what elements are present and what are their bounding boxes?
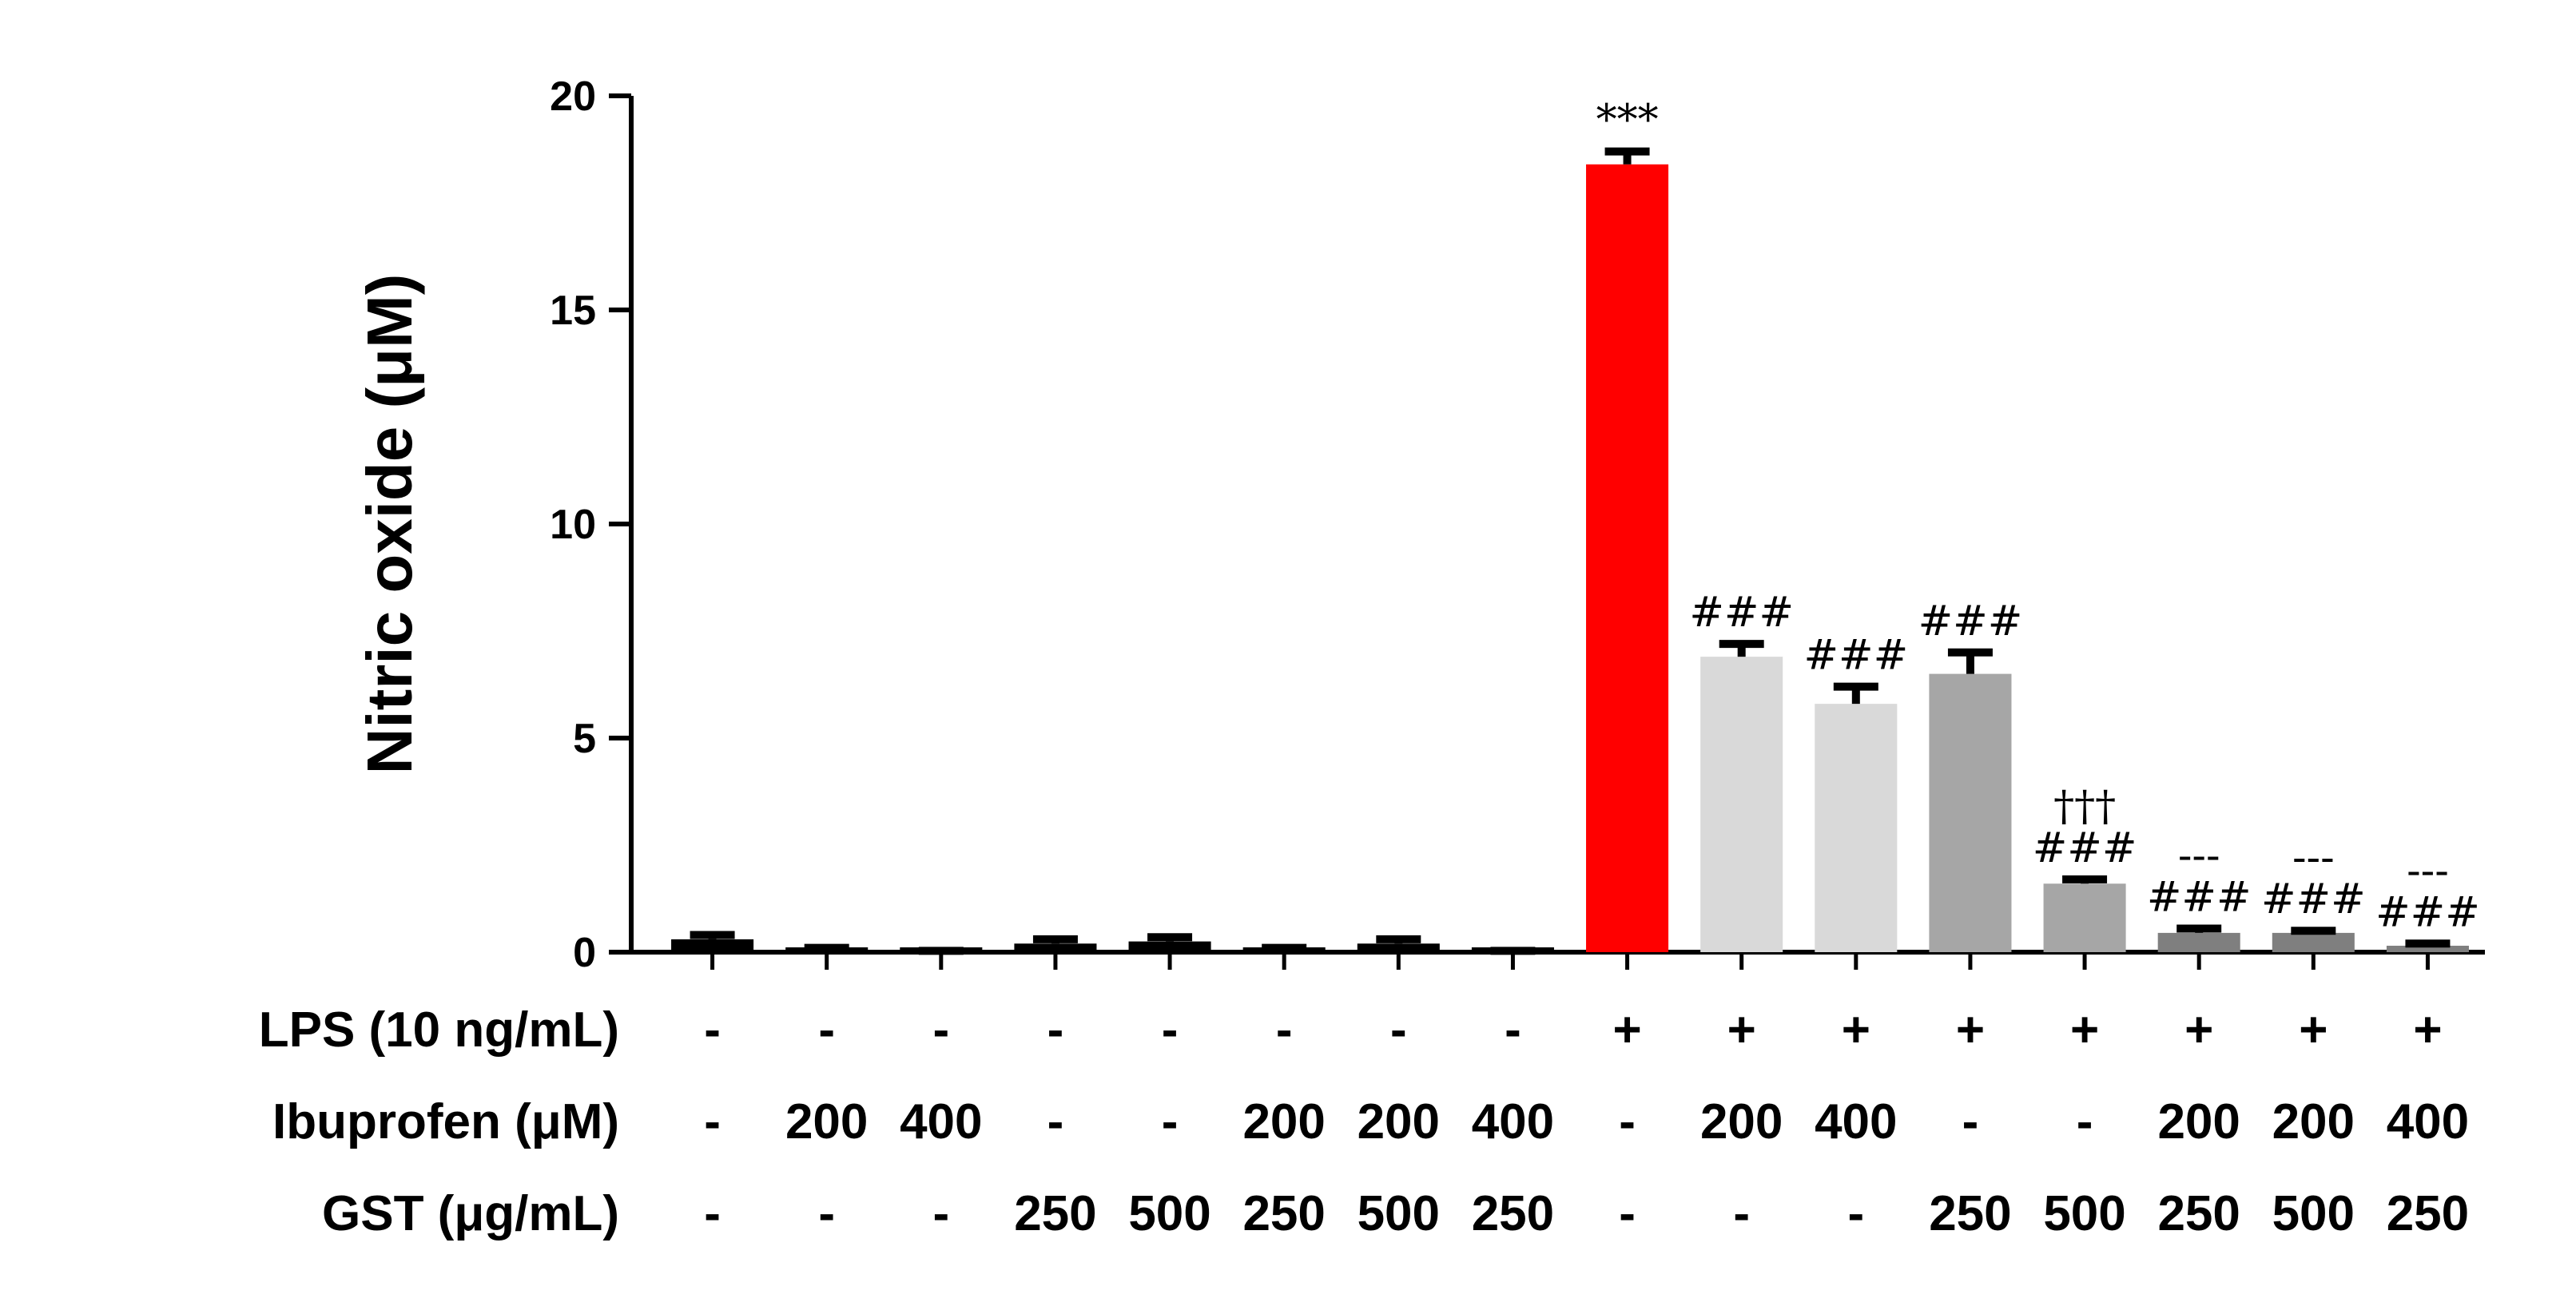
condition-row-label: LPS (10 ng/mL) (259, 1002, 619, 1058)
condition-cell: 200 (1358, 1094, 1440, 1149)
significance-annotation: ### (2261, 875, 2366, 923)
condition-cell: + (2413, 1002, 2442, 1058)
condition-cell: - (1505, 1002, 1521, 1058)
bar (671, 939, 754, 952)
bar (2272, 932, 2355, 952)
condition-cell: - (818, 1002, 835, 1058)
y-tick-label: 5 (573, 716, 596, 762)
condition-cell: - (1847, 1186, 1864, 1241)
condition-cell: 200 (2157, 1094, 2240, 1149)
significance-annotation: --- (2407, 847, 2449, 895)
condition-cell: - (932, 1186, 949, 1241)
significance-annotation: ### (2147, 874, 2252, 922)
condition-cell: - (1619, 1186, 1636, 1241)
condition-cell: 200 (1242, 1094, 1325, 1149)
condition-cell: 500 (1358, 1186, 1440, 1241)
significance-annotation: ### (2375, 888, 2480, 936)
significance-annotation: ### (2033, 824, 2137, 872)
y-tick-label: 0 (573, 930, 596, 976)
condition-cell: 400 (2387, 1094, 2469, 1149)
condition-cell: - (1962, 1094, 1979, 1149)
condition-cell: 500 (2043, 1186, 2125, 1241)
condition-cell: 250 (2387, 1186, 2469, 1241)
condition-cell: - (818, 1186, 835, 1241)
bars-group (671, 164, 2469, 952)
condition-cell: 250 (1472, 1186, 1554, 1241)
condition-cell: 250 (1014, 1186, 1096, 1241)
significance-annotation: ### (1918, 597, 2023, 645)
bar (1357, 943, 1440, 952)
y-tick-label: 15 (550, 288, 596, 334)
significance-annotation: --- (2178, 832, 2220, 880)
annotations-group: ***############†††###---###---###--- (1596, 97, 2480, 937)
condition-cell: 400 (1815, 1094, 1897, 1149)
significance-annotation: ### (1689, 589, 1794, 637)
axes-group: 0 5 10 15 20 Nitric oxide (μM) (354, 73, 2485, 976)
condition-cell: - (1047, 1094, 1064, 1149)
bar (1014, 943, 1097, 952)
condition-cell: - (2077, 1094, 2093, 1149)
condition-cell: 250 (2157, 1186, 2240, 1241)
condition-cell: - (704, 1094, 721, 1149)
bar (1700, 657, 1783, 952)
bar (1815, 704, 1898, 952)
condition-cell: 400 (1472, 1094, 1554, 1149)
condition-cell: + (1727, 1002, 1756, 1058)
y-tick-label: 10 (550, 502, 596, 548)
condition-row-label: Ibuprofen (μM) (272, 1094, 619, 1149)
condition-cell: - (1162, 1002, 1179, 1058)
condition-cell: 250 (1929, 1186, 2011, 1241)
condition-cell: 200 (785, 1094, 868, 1149)
bar (1128, 941, 1211, 952)
bar (1586, 164, 1669, 952)
condition-cell: - (1047, 1002, 1064, 1058)
significance-annotation: --- (2292, 834, 2335, 882)
condition-cell: 400 (900, 1094, 982, 1149)
condition-cell: + (1612, 1002, 1641, 1058)
condition-cell: - (1733, 1186, 1750, 1241)
bar (1929, 673, 2012, 952)
significance-annotation: ††† (2053, 783, 2116, 831)
conditions-table: LPS (10 ng/mL) - - - - - - - - + + + + + + + + Ibuprofen … (259, 1002, 2469, 1241)
condition-cell: - (704, 1186, 721, 1241)
significance-annotation: *** (1596, 97, 1659, 145)
condition-cell: - (1390, 1002, 1407, 1058)
condition-cell: 200 (1700, 1094, 1783, 1149)
bar (2043, 883, 2126, 952)
y-tick-label: 20 (550, 73, 596, 120)
condition-row-label: GST (μg/mL) (322, 1186, 619, 1241)
significance-annotation: ### (1803, 632, 1908, 680)
condition-cell: 200 (2272, 1094, 2355, 1149)
condition-cell: - (932, 1002, 949, 1058)
bar (2157, 932, 2240, 952)
condition-cell: - (1276, 1002, 1293, 1058)
condition-cell: + (2070, 1002, 2099, 1058)
condition-cell: + (1956, 1002, 1985, 1058)
condition-cell: - (704, 1002, 721, 1058)
condition-cell: - (1162, 1094, 1179, 1149)
condition-cell: + (1842, 1002, 1870, 1058)
condition-cell: + (2184, 1002, 2213, 1058)
condition-cell: 500 (2272, 1186, 2355, 1241)
condition-cell: 500 (1128, 1186, 1210, 1241)
y-axis-label: Nitric oxide (μM) (354, 274, 425, 775)
condition-cell: - (1619, 1094, 1636, 1149)
error-bars-group (690, 147, 2451, 955)
bar (2386, 945, 2469, 952)
condition-cell: + (2299, 1002, 2328, 1058)
condition-cell: 250 (1242, 1186, 1325, 1241)
